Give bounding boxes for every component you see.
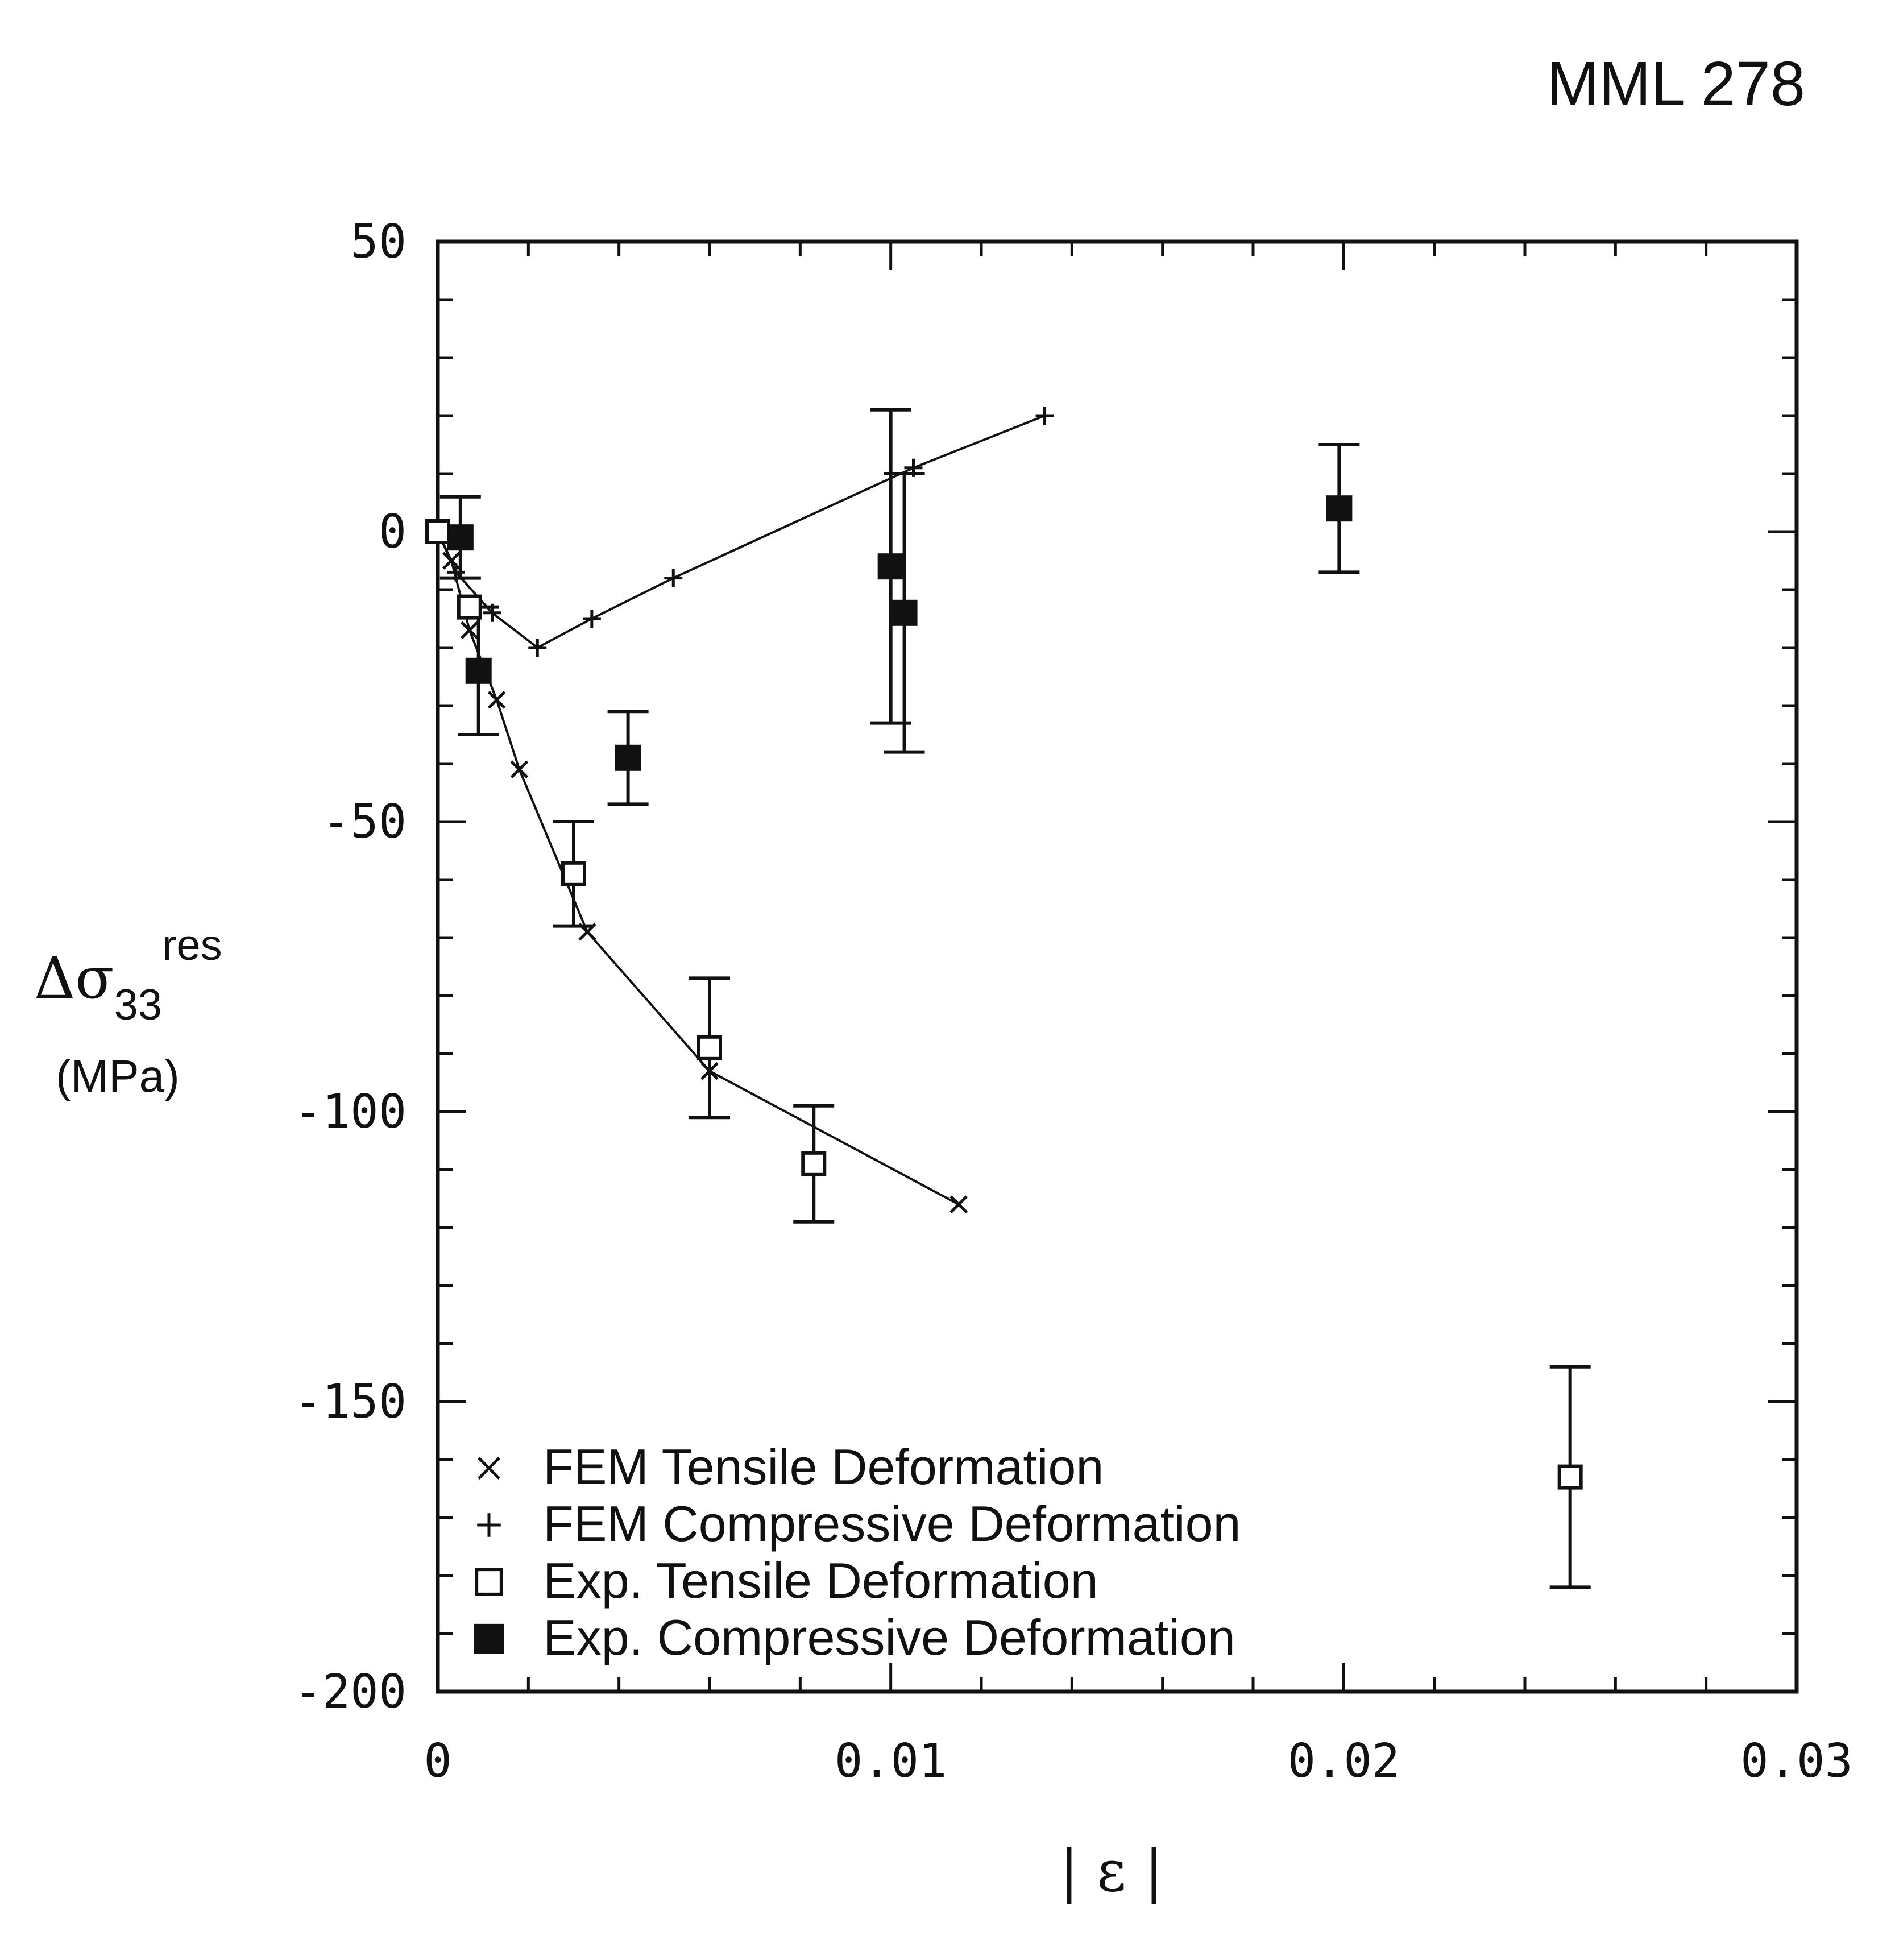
data-point: [457, 594, 482, 620]
data-point: [510, 760, 529, 778]
marker-x-stroke: [460, 621, 479, 640]
marker-x-stroke: [478, 1457, 500, 1480]
x-tick-label: 0.01: [835, 1734, 947, 1788]
legend-item: Exp. Compressive Deformation: [474, 1609, 1235, 1665]
data-point: [528, 639, 547, 657]
data-point: [877, 553, 904, 580]
legend-item: FEM Tensile Deformation: [478, 1439, 1104, 1495]
y-label-subscript: 33: [114, 981, 162, 1029]
marker-x-stroke: [949, 1195, 968, 1213]
y-tick-label: -50: [322, 795, 407, 849]
legend-item: Exp. Tensile Deformation: [475, 1552, 1098, 1609]
y-label-unit: (MPa): [56, 1051, 180, 1101]
x-tick-label: 0.03: [1740, 1734, 1852, 1788]
legend-marker: [475, 1568, 503, 1596]
legend-label: FEM Tensile Deformation: [543, 1439, 1104, 1495]
y-tick-label: -150: [295, 1375, 407, 1429]
chart-title: MML 278: [1547, 49, 1805, 119]
x-axis-label: | ε |: [1060, 1838, 1164, 1904]
data-point: [487, 691, 506, 709]
data-point: [801, 1151, 827, 1176]
plot-frame: [436, 239, 1799, 1694]
y-tick-label: -200: [295, 1665, 407, 1719]
marker-x-stroke: [442, 552, 461, 570]
data-point: [447, 524, 474, 551]
marker-x-stroke: [578, 923, 596, 941]
series-line: [437, 415, 1046, 649]
marker-x-stroke: [700, 1062, 719, 1080]
data-point: [561, 861, 586, 886]
legend-label: Exp. Compressive Deformation: [543, 1609, 1235, 1665]
legend-marker: [477, 1513, 501, 1537]
y-tick-label: -100: [295, 1085, 407, 1139]
data-point: [697, 1035, 722, 1060]
data-point: [664, 569, 683, 587]
legend-marker: [478, 1457, 500, 1480]
x-tick-label: 0: [424, 1734, 451, 1788]
data-point: [460, 621, 479, 640]
x-tick-label: 0.02: [1288, 1734, 1400, 1788]
data-point: [582, 610, 601, 628]
data-point: [1035, 407, 1054, 425]
data-point: [465, 657, 492, 684]
legend-marker: [474, 1623, 504, 1654]
data-point: [578, 923, 596, 941]
data-point: [891, 599, 918, 626]
legend-item: FEM Compressive Deformation: [477, 1495, 1241, 1552]
data-point: [425, 519, 450, 544]
data-point: [1326, 495, 1353, 522]
data-point: [1557, 1464, 1583, 1490]
svg-text:Δσ33res: Δσ33res: [34, 921, 222, 1029]
data-point: [904, 458, 923, 477]
data-point: [483, 603, 501, 622]
legend-label: FEM Compressive Deformation: [543, 1495, 1241, 1552]
data-point: [949, 1195, 968, 1213]
series-line: [437, 531, 960, 1205]
data-point: [700, 1062, 719, 1080]
y-label-superscript: res: [162, 921, 222, 969]
legend-label: Exp. Tensile Deformation: [543, 1552, 1098, 1609]
marker-x-stroke: [510, 760, 529, 778]
y-tick-label: 0: [379, 505, 407, 559]
data-point: [615, 744, 641, 771]
y-label-symbol: Δσ: [34, 945, 114, 1012]
data-point: [446, 563, 465, 582]
marker-x-stroke: [487, 691, 506, 709]
y-tick-label: 50: [350, 215, 407, 269]
y-axis-label: Δσ33res (MPa): [34, 921, 222, 1101]
